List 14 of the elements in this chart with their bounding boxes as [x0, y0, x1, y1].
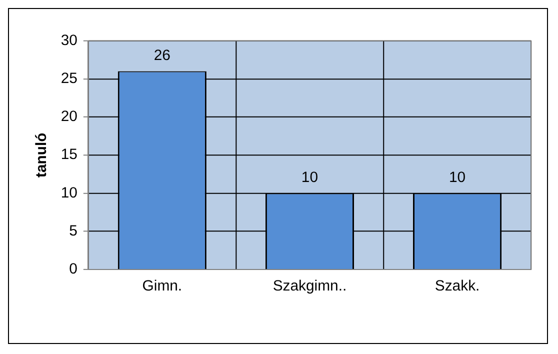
x-tick-label: Gimn. [142, 277, 182, 294]
y-tick-label: 25 [60, 70, 78, 88]
y-tick-label: 20 [60, 108, 78, 126]
data-label: 10 [301, 168, 318, 186]
y-tick-label: 30 [60, 32, 78, 49]
x-tick-label: Szakgimn.. [272, 277, 347, 294]
y-axis-title: tanuló [32, 132, 50, 178]
y-tick-label: 15 [60, 146, 78, 164]
y-tick-label: 0 [69, 260, 78, 278]
data-label: 26 [154, 47, 170, 64]
x-tick-label: Szakk. [434, 277, 480, 294]
y-tick-label: 5 [69, 222, 78, 240]
data-label: 10 [448, 168, 466, 186]
y-tick-label: 10 [60, 184, 78, 202]
